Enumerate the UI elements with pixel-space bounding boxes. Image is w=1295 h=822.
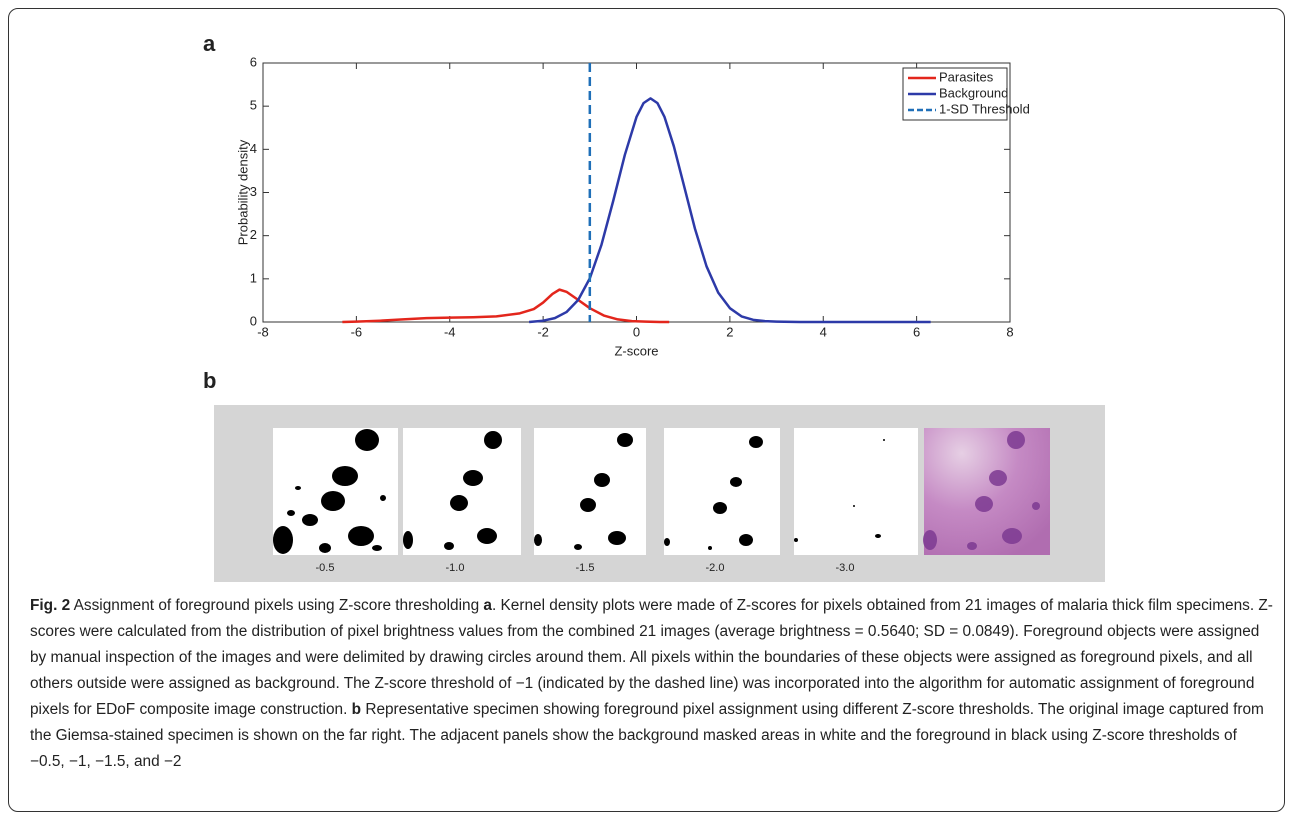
caption-bold: b	[351, 701, 362, 718]
x-tick-label: -4	[444, 324, 456, 339]
panel-label: a	[203, 31, 216, 56]
thumbnail-label: -2.0	[706, 562, 725, 574]
legend-label: Parasites	[939, 69, 994, 84]
caption-text: Representative specimen showing foregrou…	[30, 701, 1264, 770]
mask-image	[534, 428, 646, 555]
x-axis-label: Z-score	[614, 343, 658, 358]
caption-text: Assignment of foreground pixels using Z-…	[70, 597, 484, 614]
mask-image	[664, 428, 780, 555]
legend-label: 1-SD Threshold	[939, 101, 1030, 116]
y-tick-label: 1	[250, 270, 257, 285]
x-tick-label: 6	[913, 324, 920, 339]
y-tick-label: 6	[250, 54, 257, 69]
figure-caption: Fig. 2 Assignment of foreground pixels u…	[30, 593, 1275, 775]
thumbnail-label: -3.0	[836, 562, 855, 574]
caption-text: . Kernel density plots were made of Z-sc…	[30, 597, 1273, 718]
panel-label: b	[203, 368, 216, 393]
series-line	[342, 288, 670, 324]
x-tick-label: 2	[726, 324, 733, 339]
x-tick-label: -8	[257, 324, 269, 339]
y-tick-label: 3	[250, 184, 257, 199]
x-tick-label: 8	[1006, 324, 1013, 339]
x-tick-label: -6	[351, 324, 363, 339]
y-tick-label: 2	[250, 227, 257, 242]
plot-frame	[262, 62, 1011, 323]
x-tick-label: 0	[633, 324, 640, 339]
caption-bold: a	[483, 597, 492, 614]
y-tick-label: 5	[250, 98, 257, 113]
x-tick-label: -2	[537, 324, 549, 339]
mask-image	[794, 428, 918, 555]
legend-label: Background	[939, 85, 1008, 100]
thumbnail-label: -0.5	[316, 562, 335, 574]
thumbnail-label: -1.0	[446, 562, 465, 574]
specimen-image	[923, 428, 1050, 555]
x-tick-label: 4	[820, 324, 827, 339]
y-tick-label: 4	[250, 141, 257, 156]
series-line	[529, 97, 931, 324]
y-tick-label: 0	[250, 313, 257, 328]
thumbnail-label: -1.5	[576, 562, 595, 574]
y-axis-label: Probability density	[235, 139, 250, 245]
figure-frame	[8, 8, 1285, 812]
mask-image	[403, 428, 521, 555]
mask-image	[273, 428, 398, 555]
caption-bold: Fig. 2	[30, 597, 71, 614]
figure: a b	[203, 31, 1105, 582]
